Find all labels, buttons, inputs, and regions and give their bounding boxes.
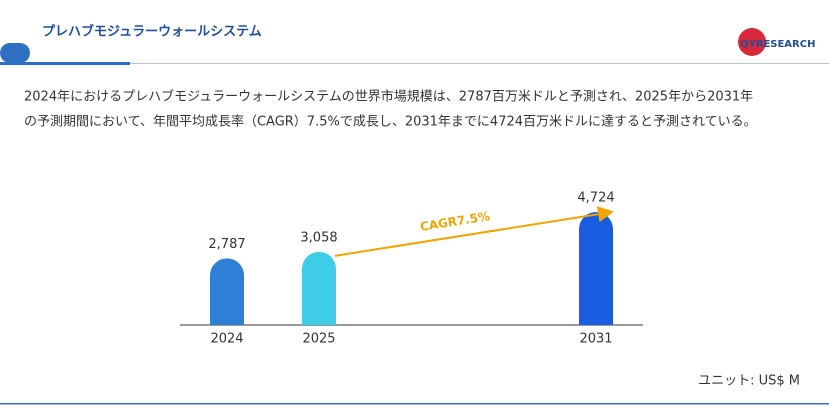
x-tick-label: 2025 [302,332,335,347]
cagr-arrow [334,206,614,257]
x-tick-label: 2024 [210,332,243,347]
bar [302,251,336,325]
value-label: 4,724 [577,191,614,206]
logo-mark [738,28,766,56]
value-label: 2,787 [208,237,245,252]
bar [210,258,244,325]
header-rule [130,63,829,64]
description-line: 2024年におけるプレハブモジュラーウォールシステムの世界市場規模は、2787百… [24,89,753,105]
header-accent [0,62,130,65]
description-line: の予測期間において、年間平均成長率（CAGR）7.5%で成長し、2031年までに… [24,114,757,130]
page-title: プレハブモジュラーウォールシステム [42,24,262,40]
unit-label: ユニット: US$ M [698,374,800,389]
header-pill [0,43,30,63]
x-tick-label: 2031 [579,332,612,347]
footer-rule [0,403,829,405]
cagr-label: CAGR7.5% [419,209,491,234]
bar [579,212,613,325]
logo: QYRESEARCH [740,39,815,50]
value-label: 3,058 [300,230,337,245]
